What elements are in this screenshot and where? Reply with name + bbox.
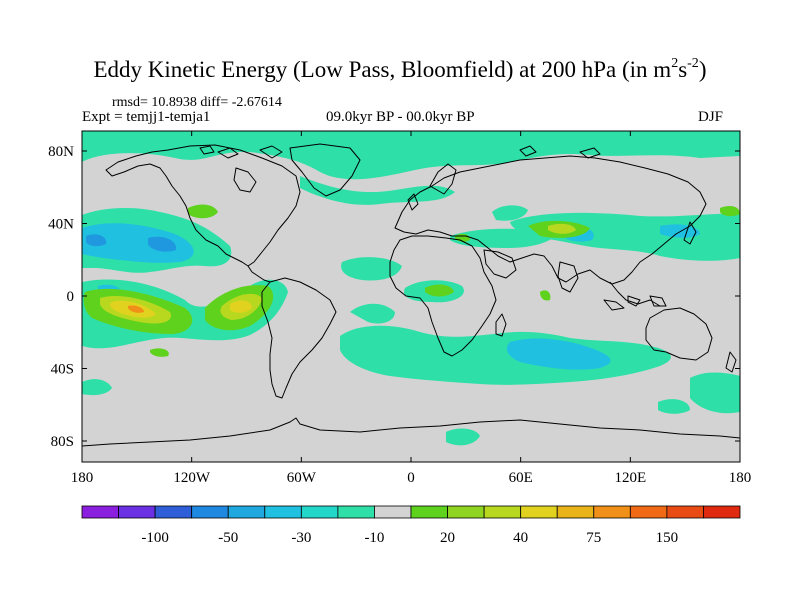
colorbar-label: 20 <box>440 530 455 546</box>
x-tick-label: 0 <box>407 470 415 486</box>
chart-title: Eddy Kinetic Energy (Low Pass, Bloomfiel… <box>93 56 707 83</box>
colorbar-swatch <box>520 505 558 519</box>
coastline-japan <box>683 221 697 245</box>
coastline-south-america <box>261 277 337 399</box>
colorbar <box>81 505 741 519</box>
light-blue-anomaly-region <box>82 223 194 263</box>
x-tick-label: 60W <box>287 470 317 486</box>
colorbar-swatch <box>118 505 156 519</box>
cyan-anomaly-region <box>82 379 112 396</box>
coastline-antarctica <box>82 417 740 447</box>
green-anomaly-region <box>188 204 218 219</box>
y-axis-labels: 80N 40N 0 40S 80S <box>48 144 74 450</box>
yellow-anomaly-region <box>230 300 252 313</box>
colorbar-swatch <box>703 505 741 519</box>
coastline-central-america <box>247 265 271 283</box>
cyan-anomaly-region <box>492 205 528 221</box>
x-tick-label: 180 <box>71 470 94 486</box>
light-blue-anomaly-region <box>660 224 700 238</box>
coastline-madagascar <box>495 313 507 337</box>
colorbar-swatch <box>556 505 595 519</box>
coastline-indonesia <box>603 295 667 311</box>
colorbar-swatch <box>629 505 668 519</box>
orange-anomaly-region <box>128 305 144 313</box>
colorbar-swatch <box>410 505 448 519</box>
colorbar-swatch <box>191 505 229 519</box>
cyan-anomaly-region <box>341 257 402 281</box>
axis-ticks <box>81 131 741 462</box>
blue-anomaly-region <box>148 236 177 252</box>
colorbar-swatch <box>264 505 302 519</box>
colorbar-swatch <box>337 505 375 519</box>
green-anomaly-region <box>540 290 551 301</box>
period-text: 09.0kyr BP - 00.0kyr BP <box>326 109 475 125</box>
colorbar-swatch <box>666 505 704 519</box>
x-tick-label: 120W <box>173 470 211 486</box>
cyan-anomaly-region <box>690 372 740 414</box>
coastline-europe-asia <box>394 155 707 285</box>
coastline-arctic-islands <box>199 145 601 159</box>
cyan-anomaly-region <box>350 303 395 324</box>
x-axis-labels: 180 120W 60W 0 60E 120E 180 <box>71 470 752 486</box>
y-tick-label: 80N <box>48 144 74 160</box>
colorbar-swatch <box>593 505 631 519</box>
colorbar-label: 75 <box>586 530 601 546</box>
coastline-africa <box>389 235 497 357</box>
coastline-australia <box>645 307 713 361</box>
contour-fills <box>82 131 740 446</box>
coastline-arabia <box>483 249 517 279</box>
yellow-green-anomaly-region <box>548 223 576 234</box>
x-tick-label: 180 <box>729 470 752 486</box>
x-tick-label: 120E <box>614 470 646 486</box>
colorbar-label: 150 <box>656 530 679 546</box>
colorbar-label: 40 <box>513 530 528 546</box>
stats-text: rmsd= 10.8938 diff= -2.67614 <box>112 95 282 110</box>
y-tick-label: 40S <box>51 362 74 378</box>
colorbar-swatch <box>81 505 119 519</box>
x-tick-label: 60E <box>509 470 533 486</box>
colorbar-swatch <box>227 505 266 519</box>
coastline-new-zealand <box>725 351 737 373</box>
coastline-britain <box>407 193 419 211</box>
title-exponent-2: 2 <box>671 56 679 71</box>
colorbar-labels: -100 -50 -30 -10 20 40 75 150 <box>141 530 678 546</box>
coastline-india <box>557 261 579 293</box>
cyan-anomaly-region <box>340 325 671 385</box>
cyan-anomaly-region <box>446 428 480 446</box>
cyan-anomaly-region <box>82 131 740 180</box>
cyan-anomaly-region <box>658 399 690 414</box>
colorbar-label: -30 <box>291 530 311 546</box>
map-plot-area <box>82 131 740 462</box>
y-tick-label: 40N <box>48 217 74 233</box>
colorbar-swatch <box>154 505 193 519</box>
colorbar-swatch <box>374 505 412 519</box>
green-anomaly-region <box>720 206 740 217</box>
coastline-north-america <box>105 144 301 267</box>
light-blue-anomaly-region <box>506 338 611 370</box>
colorbar-swatch <box>300 505 339 519</box>
title-exponent-minus-2: -2 <box>687 56 699 71</box>
blue-anomaly-region <box>86 234 107 247</box>
coastlines <box>82 143 740 447</box>
colorbar-label: -10 <box>364 530 384 546</box>
colorbar-swatch <box>447 505 485 519</box>
green-anomaly-region <box>425 284 454 297</box>
colorbar-label: -100 <box>141 530 169 546</box>
y-tick-label: 0 <box>67 289 75 305</box>
colorbar-swatch <box>483 505 522 519</box>
coastline-scandinavia <box>429 163 457 195</box>
season-text: DJF <box>698 109 724 125</box>
coastline-greenland <box>289 143 361 197</box>
green-anomaly-region <box>150 348 169 357</box>
coastline-hudson-bay <box>233 167 257 193</box>
experiment-text: Expt = temjj1-temja1 <box>82 109 211 125</box>
cyan-anomaly-region <box>300 176 455 205</box>
y-tick-label: 80S <box>51 434 74 450</box>
colorbar-label: -50 <box>218 530 238 546</box>
